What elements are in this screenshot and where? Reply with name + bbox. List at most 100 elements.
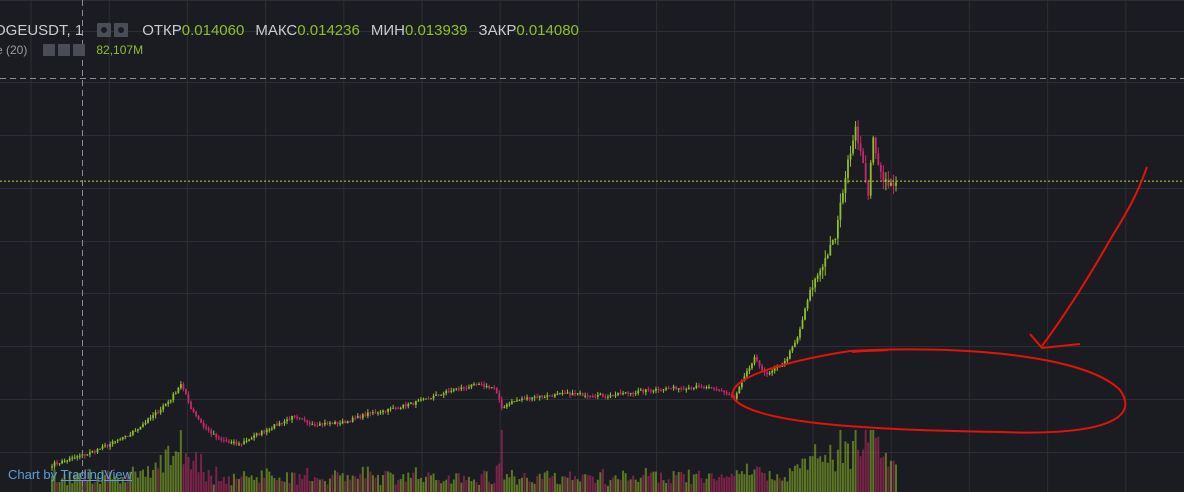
- volume-bar: [579, 481, 582, 492]
- candle-body: [819, 270, 822, 276]
- candle-body: [195, 411, 197, 416]
- candle-body: [233, 441, 235, 443]
- candle-body: [131, 431, 134, 435]
- candle-body: [425, 398, 427, 400]
- candle-body: [301, 418, 304, 420]
- high-value: 0.014236: [297, 21, 360, 39]
- volume-bar: [816, 458, 819, 492]
- volume-bar: [541, 478, 544, 492]
- candle-body: [359, 416, 362, 419]
- candle-body: [788, 351, 791, 359]
- candle-body: [629, 392, 632, 394]
- volume-bar: [184, 453, 187, 492]
- visibility-icon[interactable]: [97, 23, 112, 37]
- volume-bar: [126, 473, 129, 492]
- volume-indicator-label[interactable]: e (20): [0, 43, 28, 57]
- candle-body: [139, 426, 142, 430]
- candle-body: [746, 371, 748, 377]
- settings-icon[interactable]: [58, 44, 71, 56]
- candle-body: [864, 163, 867, 183]
- volume-bar: [351, 475, 354, 492]
- volume-bar: [399, 478, 402, 492]
- volume-bar: [68, 471, 71, 492]
- volume-bar: [556, 483, 559, 492]
- volume-bar: [680, 471, 683, 492]
- volume-bar: [328, 478, 331, 492]
- candle-body: [412, 402, 415, 405]
- candle-body: [230, 441, 233, 443]
- volume-bar: [402, 474, 405, 492]
- volume-bar: [523, 473, 526, 492]
- candle-body: [240, 443, 243, 445]
- candle-body: [397, 407, 400, 409]
- volume-bar: [258, 482, 261, 492]
- candle-body: [675, 386, 678, 390]
- candle-body: [296, 416, 299, 418]
- volume-bar: [301, 479, 304, 492]
- volume-bar: [569, 471, 572, 492]
- volume-bar: [121, 477, 124, 492]
- candle-body: [462, 387, 465, 389]
- volume-bar: [758, 467, 761, 492]
- candle-body: [293, 415, 296, 417]
- candle-body: [589, 396, 592, 398]
- volume-bar: [503, 479, 506, 492]
- volume-bar: [670, 483, 673, 492]
- tradingview-watermark[interactable]: Chart by TradingView: [8, 467, 132, 482]
- volume-bar: [659, 472, 662, 492]
- symbol-name[interactable]: OGEUSDT, 1: [0, 21, 84, 39]
- candle-body: [94, 451, 96, 453]
- candle-body: [384, 410, 387, 412]
- volume-bar: [766, 480, 769, 492]
- volume-bar: [141, 469, 144, 492]
- volume-bar: [738, 473, 741, 492]
- volume-bar: [485, 471, 488, 492]
- candle-body: [265, 429, 268, 433]
- candle-body: [718, 389, 721, 391]
- annotation-arrow-shaft: [1041, 166, 1148, 347]
- volume-bar: [263, 477, 266, 492]
- volume-bar: [189, 469, 192, 492]
- candle-body: [783, 360, 786, 365]
- candle-body: [164, 403, 167, 407]
- volume-bar: [212, 484, 215, 492]
- volume-bar: [521, 477, 524, 492]
- volume-bar: [462, 475, 465, 492]
- candle-body: [460, 387, 463, 390]
- settings-icon[interactable]: [114, 23, 129, 37]
- candle-body: [715, 388, 718, 390]
- candle-body: [660, 390, 662, 392]
- volume-bar: [819, 456, 822, 492]
- candle-body: [857, 126, 859, 144]
- volume-bar: [248, 477, 251, 492]
- candle-body: [488, 386, 491, 389]
- candle-body: [612, 394, 614, 396]
- close-icon[interactable]: [73, 44, 86, 56]
- candle-body: [753, 357, 756, 364]
- watermark-brand[interactable]: TradingView: [60, 467, 133, 482]
- volume-bar: [73, 474, 76, 492]
- volume-bar: [371, 475, 374, 492]
- volume-bar: [417, 479, 420, 492]
- candle-body: [826, 255, 829, 259]
- candle-body: [149, 417, 152, 419]
- candle-body: [68, 458, 71, 461]
- volume-bar: [515, 484, 518, 492]
- candle-body: [78, 455, 81, 457]
- volume-bar: [814, 444, 817, 492]
- volume-bar: [796, 464, 799, 492]
- volume-bar: [58, 481, 61, 492]
- volume-bar: [495, 465, 498, 492]
- volume-bar: [253, 479, 256, 492]
- visibility-icon[interactable]: [43, 44, 56, 56]
- volume-bar: [407, 472, 410, 492]
- candle-body: [874, 137, 877, 154]
- volume-bar: [596, 479, 599, 492]
- candle-body: [177, 387, 180, 393]
- volume-bar: [83, 470, 86, 492]
- candle-body: [516, 400, 518, 402]
- volume-bar: [788, 468, 791, 492]
- candle-body: [137, 429, 139, 431]
- volume-bar: [844, 441, 847, 492]
